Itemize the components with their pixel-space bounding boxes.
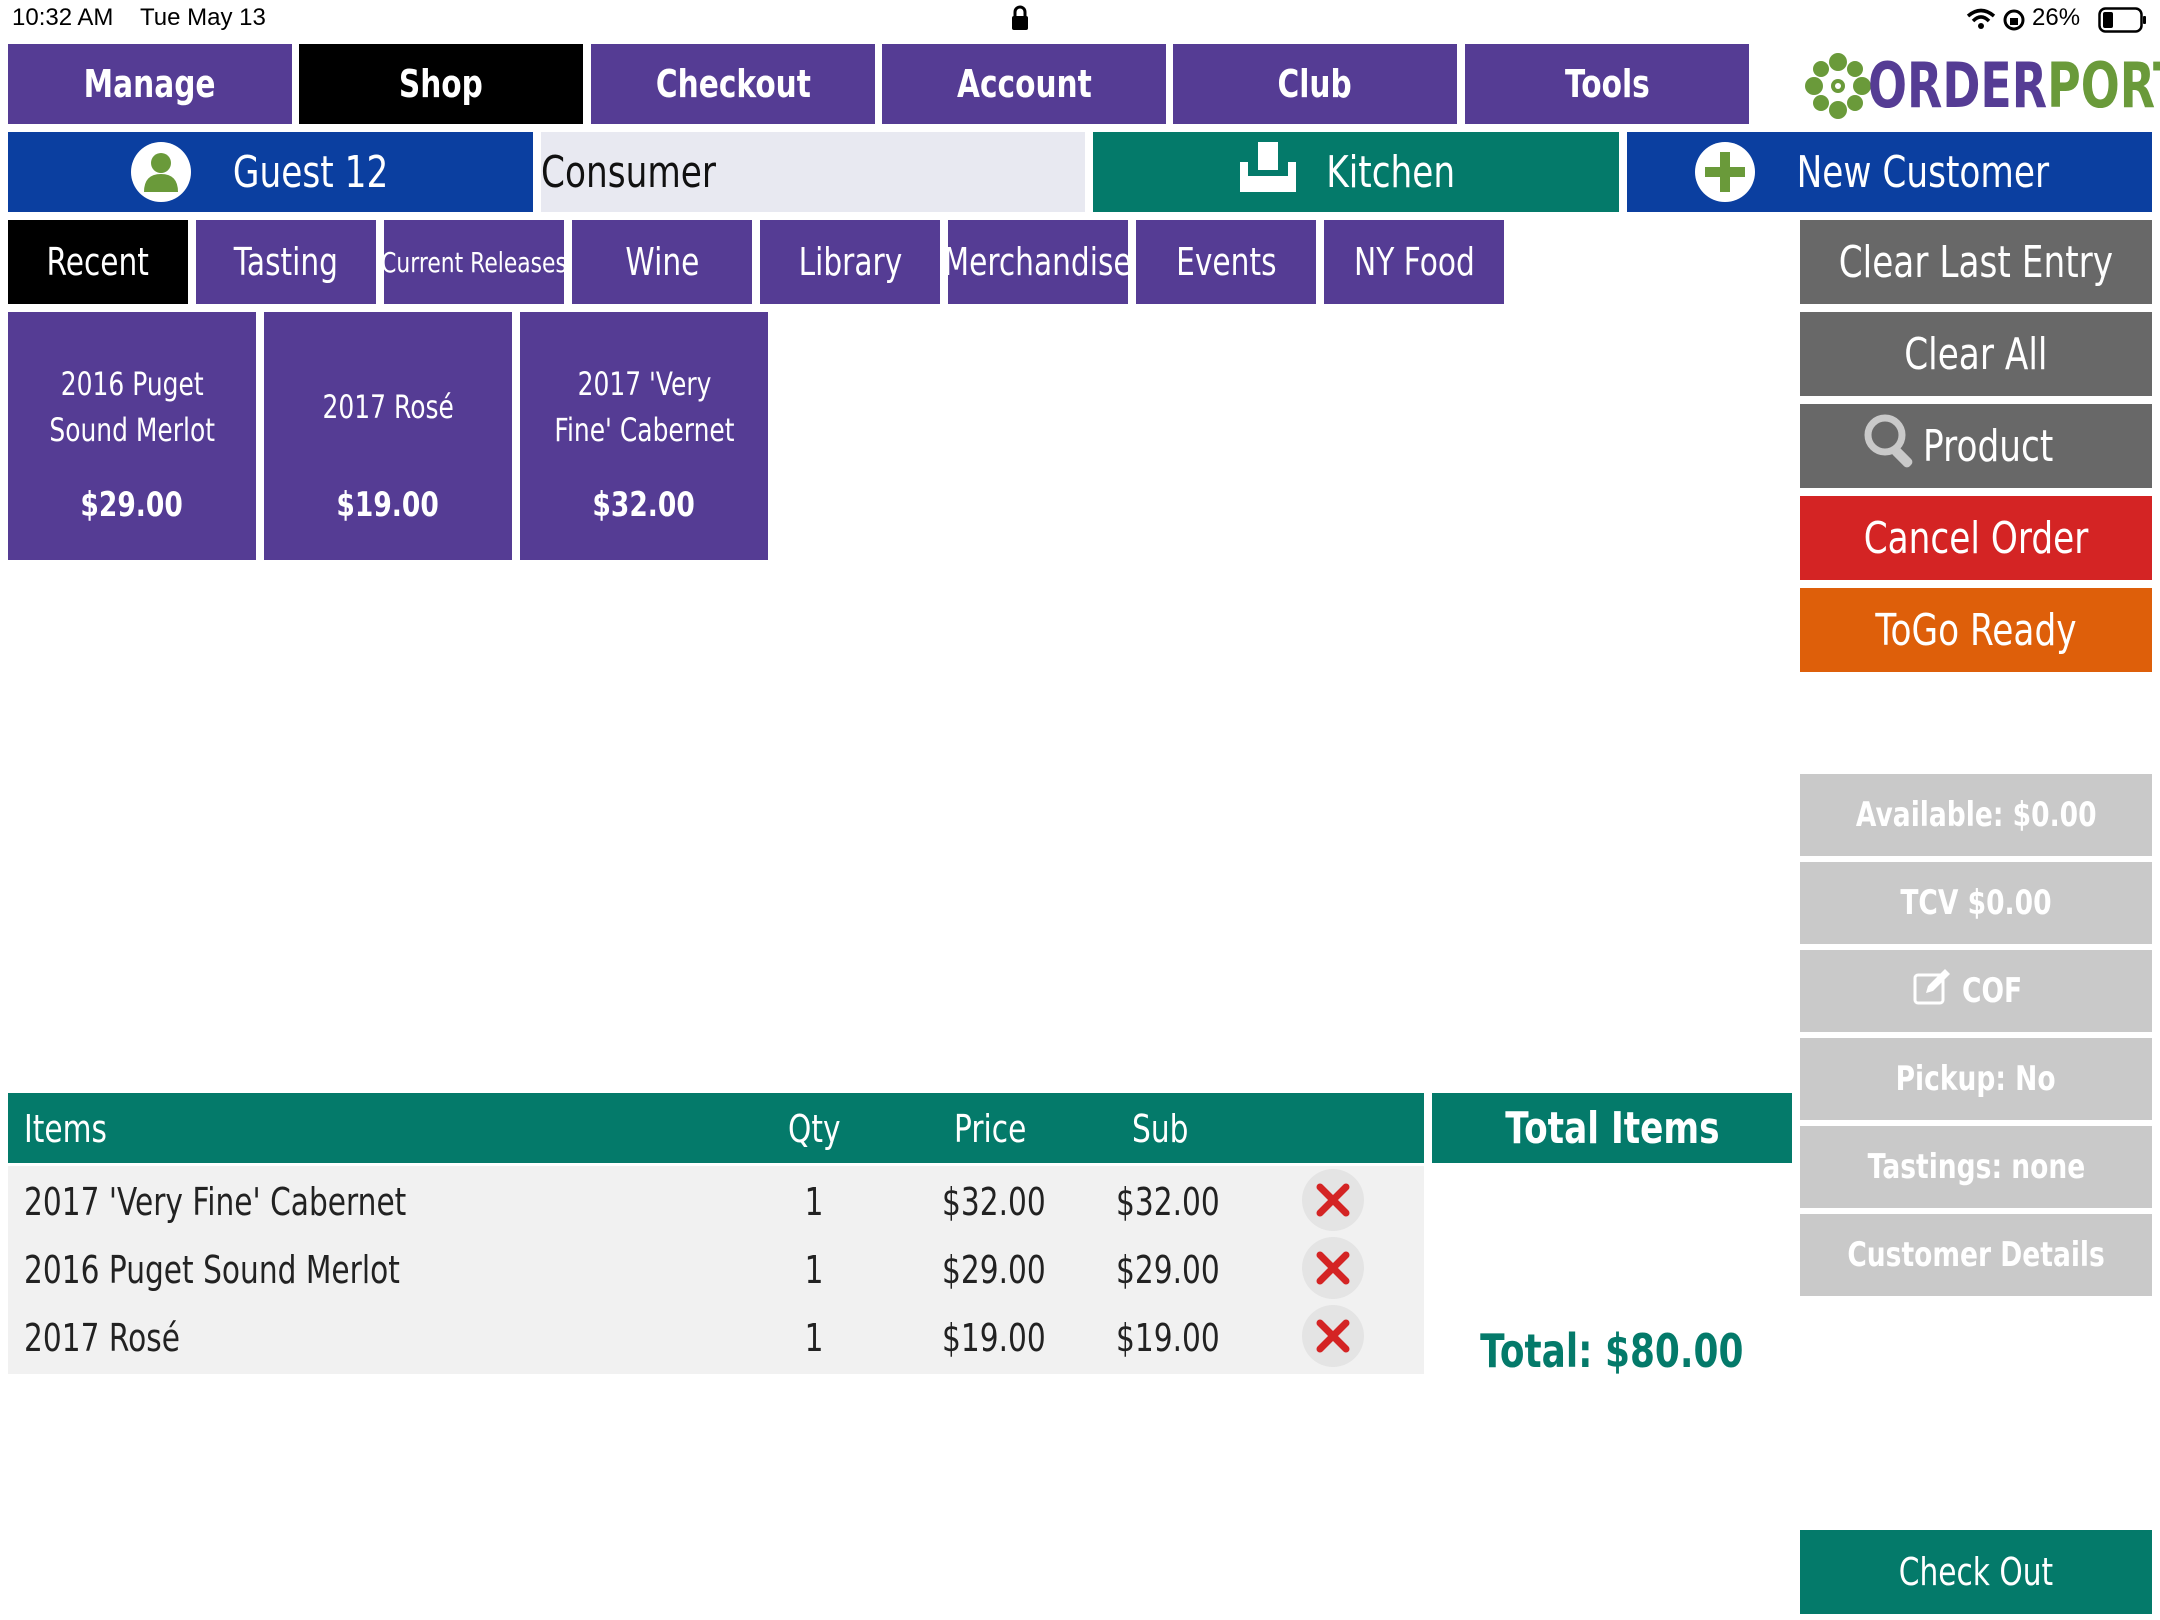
user-icon — [130, 142, 191, 202]
remove-item-button[interactable] — [1302, 1169, 1364, 1231]
logo-text-port: PORT — [2047, 48, 2160, 122]
logo-flower-icon — [1805, 53, 1871, 119]
header-sub: Sub — [1132, 1107, 1189, 1151]
available-balance[interactable]: Available: $0.00 — [1800, 774, 2152, 856]
guest-label: Guest 12 — [232, 146, 389, 198]
row-sub: $32.00 — [1116, 1180, 1220, 1224]
total-items-header: Total Items — [1432, 1093, 1792, 1163]
row-qty: 1 — [804, 1248, 824, 1292]
kitchen-icon — [1238, 140, 1298, 205]
nav-shop[interactable]: Shop — [299, 44, 583, 124]
product-name-line1: 2017 Rosé — [322, 388, 454, 426]
order-table-body: 2017 'Very Fine' Cabernet 1 $32.00 $32.0… — [8, 1166, 1424, 1374]
close-icon — [1316, 1183, 1350, 1217]
row-item: 2017 'Very Fine' Cabernet — [24, 1180, 407, 1224]
search-icon — [1861, 411, 1921, 482]
check-out-button[interactable]: Check Out — [1800, 1530, 2152, 1614]
header-items: Items — [24, 1107, 107, 1151]
row-qty: 1 — [804, 1316, 824, 1360]
new-customer-button[interactable]: New Customer — [1627, 132, 2152, 212]
table-row[interactable]: 2017 'Very Fine' Cabernet 1 $32.00 $32.0… — [8, 1166, 1424, 1234]
product-tile[interactable]: 2017 'Very Fine' Cabernet $32.00 — [520, 312, 768, 560]
order-table-header: Items Qty Price Sub — [8, 1093, 1424, 1163]
row-item: 2017 Rosé — [24, 1316, 180, 1360]
battery-icon — [2098, 6, 2148, 39]
row-price: $29.00 — [942, 1248, 1046, 1292]
kitchen-label: Kitchen — [1326, 146, 1456, 198]
category-current-releases[interactable]: Current Releases — [381, 220, 567, 304]
battery-percent: 26% — [2032, 4, 2081, 31]
lock-icon — [1010, 4, 1030, 37]
orientation-lock-icon — [2002, 8, 2026, 37]
pickup-status[interactable]: Pickup: No — [1800, 1038, 2152, 1120]
row-sub: $19.00 — [1116, 1316, 1220, 1360]
row-item: 2016 Puget Sound Merlot — [24, 1248, 400, 1292]
nav-account[interactable]: Account — [882, 44, 1166, 124]
status-time: 10:32 AM — [12, 4, 114, 31]
customer-details-button[interactable]: Customer Details — [1800, 1214, 2152, 1296]
status-date: Tue May 13 — [140, 4, 266, 31]
category-library[interactable]: Library — [760, 220, 940, 304]
nav-checkout[interactable]: Checkout — [591, 44, 875, 124]
wifi-icon — [1966, 8, 1996, 35]
product-name-line2: Sound Merlot — [49, 411, 215, 449]
plus-icon — [1694, 142, 1755, 202]
category-wine[interactable]: Wine — [572, 220, 752, 304]
close-icon — [1316, 1251, 1350, 1285]
product-name-line1: 2017 'Very — [577, 365, 711, 403]
category-ny-food[interactable]: NY Food — [1324, 220, 1504, 304]
clear-all-button[interactable]: Clear All — [1800, 312, 2152, 396]
guest-button[interactable]: Guest 12 — [8, 132, 533, 212]
product-price: $19.00 — [336, 485, 440, 525]
category-recent[interactable]: Recent — [8, 220, 188, 304]
remove-item-button[interactable] — [1302, 1237, 1364, 1299]
tastings-status[interactable]: Tastings: none — [1800, 1126, 2152, 1208]
header-price: Price — [954, 1107, 1027, 1151]
nav-manage[interactable]: Manage — [8, 44, 292, 124]
category-events[interactable]: Events — [1136, 220, 1316, 304]
product-search-button[interactable]: Product — [1800, 404, 2152, 488]
cof-button[interactable]: COF — [1800, 950, 2152, 1032]
table-row[interactable]: 2016 Puget Sound Merlot 1 $29.00 $29.00 — [8, 1234, 1424, 1302]
new-customer-label: New Customer — [1796, 146, 2049, 198]
remove-item-button[interactable] — [1302, 1305, 1364, 1367]
category-merchandise[interactable]: Merchandise — [944, 220, 1132, 304]
table-row[interactable]: 2017 Rosé 1 $19.00 $19.00 — [8, 1302, 1424, 1370]
row-price: $32.00 — [942, 1180, 1046, 1224]
row-qty: 1 — [804, 1180, 824, 1224]
product-tile[interactable]: 2017 Rosé $19.00 — [264, 312, 512, 560]
cof-label: COF — [1962, 971, 2023, 1011]
nav-tools[interactable]: Tools — [1465, 44, 1749, 124]
order-total: Total: $80.00 — [1480, 1324, 1744, 1378]
category-tasting[interactable]: Tasting — [196, 220, 376, 304]
row-price: $19.00 — [942, 1316, 1046, 1360]
product-price: $29.00 — [80, 485, 184, 525]
product-search-label: Product — [1923, 420, 2054, 472]
product-tile[interactable]: 2016 Puget Sound Merlot $29.00 — [8, 312, 256, 560]
togo-ready-button[interactable]: ToGo Ready — [1800, 588, 2152, 672]
header-qty: Qty — [788, 1107, 841, 1151]
edit-icon — [1912, 967, 1952, 1016]
close-icon — [1316, 1319, 1350, 1353]
product-price: $32.00 — [592, 485, 696, 525]
product-name-line1: 2016 Puget — [60, 365, 204, 403]
product-name-line2: Fine' Cabernet — [553, 411, 735, 449]
customer-type-field[interactable]: Consumer — [541, 132, 1085, 212]
logo-text-order: ORDER — [1868, 48, 2048, 122]
tcv-value[interactable]: TCV $0.00 — [1800, 862, 2152, 944]
orderport-logo: ORDERPORT — [1798, 46, 2160, 122]
kitchen-button[interactable]: Kitchen — [1093, 132, 1619, 212]
cancel-order-button[interactable]: Cancel Order — [1800, 496, 2152, 580]
nav-club[interactable]: Club — [1173, 44, 1457, 124]
row-sub: $29.00 — [1116, 1248, 1220, 1292]
clear-last-entry-button[interactable]: Clear Last Entry — [1800, 220, 2152, 304]
